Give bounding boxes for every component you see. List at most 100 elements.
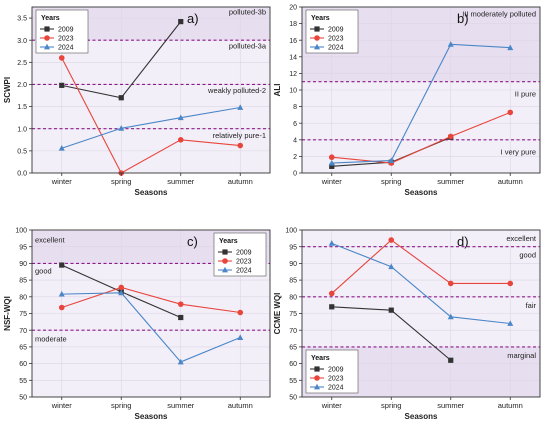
class-label: III moderately polluted (462, 10, 536, 19)
x-tick-label: winter (51, 401, 73, 410)
data-point-2023 (447, 280, 454, 287)
legend-label: 2024 (236, 268, 252, 275)
data-point-2024 (507, 320, 514, 326)
data-point-2023 (58, 55, 65, 61)
legend: Years 2009 2023 2024 (305, 349, 359, 394)
y-tick-label: 0.5 (17, 148, 27, 155)
data-point-2023 (177, 137, 184, 143)
y-tick-label: 90 (289, 261, 297, 268)
data-point-2009 (118, 95, 124, 101)
y-tick-label: 70 (289, 328, 297, 335)
legend-marker (222, 258, 228, 264)
y-axis-title: SCWPI (3, 77, 12, 103)
x-tick-label: spring (381, 401, 401, 410)
y-tick-label: 0.0 (17, 171, 27, 178)
x-tick-label: winter (321, 401, 343, 410)
legend-label: 2009 (328, 367, 344, 374)
chart-panel-d: excellent good fair marginal 50 55 60 65 70 75 80 8… (273, 228, 541, 421)
data-point-2024 (177, 358, 184, 365)
y-tick-label: 50 (289, 395, 297, 402)
x-tick-label: winter (51, 177, 73, 186)
x-tick-label: summer (167, 401, 195, 410)
y-axis-title: NSF-WQI (3, 296, 12, 331)
chart-panel-c: excellent good moderate 50 55 60 65 70 75 80 85 90 9… (3, 228, 271, 421)
y-axis-title: ALI (273, 84, 282, 97)
y-tick-label: 100 (285, 228, 297, 235)
series-line-2024 (331, 43, 511, 164)
legend-label: 2009 (236, 250, 252, 257)
y-tick-label: 2.0 (17, 82, 27, 89)
x-tick-label: spring (111, 401, 131, 410)
class-label: polluted-3b (229, 7, 266, 16)
legend-label: 2023 (328, 376, 344, 383)
data-point-2024 (58, 290, 65, 297)
chart-panel-a: polluted-3b polluted-3a weakly polluted-2 r… (3, 6, 271, 197)
series-line-2024 (61, 106, 241, 149)
data-point-2024 (388, 157, 395, 163)
data-point-2023 (58, 304, 65, 311)
data-point-2023 (507, 109, 514, 116)
legend: Years 2009 2023 2024 (35, 9, 89, 54)
data-point-2024 (447, 313, 454, 320)
legend-title: Years (311, 15, 330, 22)
x-axis-title: Seasons (405, 412, 438, 421)
data-point-2024 (388, 263, 395, 270)
y-tick-label: 80 (289, 294, 297, 301)
x-tick-label: autumn (498, 177, 523, 186)
y-tick-label: 2 (293, 154, 297, 161)
panel-label: c) (187, 234, 198, 249)
data-point-2024 (177, 114, 184, 121)
class-label: fair (526, 301, 537, 310)
y-tick-label: 18 (289, 21, 297, 28)
panel-label: d) (457, 234, 469, 249)
y-tick-label: 55 (289, 378, 297, 385)
legend-title: Years (41, 15, 60, 22)
data-point-2024 (237, 104, 244, 110)
y-tick-label: 16 (289, 38, 297, 45)
y-tick-label: 12 (289, 71, 297, 78)
x-axis-title: Seasons (135, 412, 168, 421)
data-point-2024 (118, 289, 125, 296)
y-tick-label: 10 (289, 88, 297, 95)
data-point-2024 (507, 44, 514, 51)
class-label: moderate (35, 335, 67, 344)
data-point-2024 (447, 41, 454, 47)
data-point-2023 (328, 154, 335, 161)
y-tick-label: 14 (289, 54, 297, 61)
series-line-2024 (331, 242, 511, 325)
legend-marker (314, 375, 320, 381)
legend-marker (222, 266, 228, 273)
y-tick-label: 0 (293, 171, 297, 178)
legend-marker (44, 26, 50, 32)
class-label: marginal (507, 351, 536, 360)
legend-marker (314, 26, 320, 32)
series-line-2023 (61, 57, 241, 174)
x-tick-label: summer (437, 177, 465, 186)
series-line-2024 (61, 292, 241, 363)
x-tick-label: autumn (228, 401, 253, 410)
y-tick-label: 4 (293, 137, 297, 144)
data-point-2023 (388, 237, 395, 243)
x-axis-title: Seasons (405, 188, 438, 197)
x-tick-label: spring (111, 177, 131, 186)
class-label: excellent (35, 235, 66, 244)
y-tick-label: 90 (19, 261, 27, 268)
series-line-2023 (331, 239, 511, 294)
legend-marker (44, 35, 50, 41)
y-tick-label: 3.5 (17, 16, 27, 23)
y-tick-label: 50 (19, 395, 27, 402)
class-label: II pure (515, 89, 536, 98)
legend-title: Years (311, 355, 330, 362)
legend-marker (314, 366, 320, 372)
class-label: I very pure (501, 147, 536, 156)
data-point-2009 (388, 307, 394, 313)
series-line-2023 (331, 111, 511, 164)
y-tick-label: 80 (19, 294, 27, 301)
y-tick-label: 95 (289, 244, 297, 251)
data-point-2024 (118, 125, 125, 131)
class-label: polluted-3a (229, 42, 267, 51)
y-tick-label: 95 (19, 244, 27, 251)
data-point-2024 (237, 334, 244, 340)
x-tick-label: spring (381, 177, 401, 186)
